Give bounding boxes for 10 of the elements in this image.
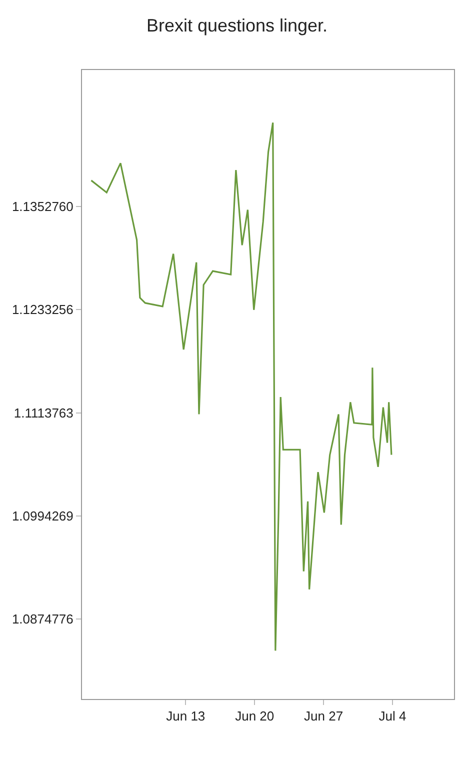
y-tick-label: 1.0874776 bbox=[12, 612, 74, 626]
x-tick-label: Jun 13 bbox=[166, 708, 206, 724]
x-tick-label: Jun 27 bbox=[304, 708, 344, 724]
x-tick-label: Jun 20 bbox=[235, 708, 274, 724]
y-tick-label: 1.1233256 bbox=[12, 302, 74, 318]
y-tick-label: 1.0994269 bbox=[12, 508, 74, 524]
y-tick-label: 1.1352760 bbox=[12, 199, 74, 214]
chart-title: Brexit questions linger. bbox=[146, 16, 328, 36]
y-tick-label: 1.1113763 bbox=[14, 405, 74, 420]
x-tick-label: Jul 4 bbox=[378, 708, 406, 724]
